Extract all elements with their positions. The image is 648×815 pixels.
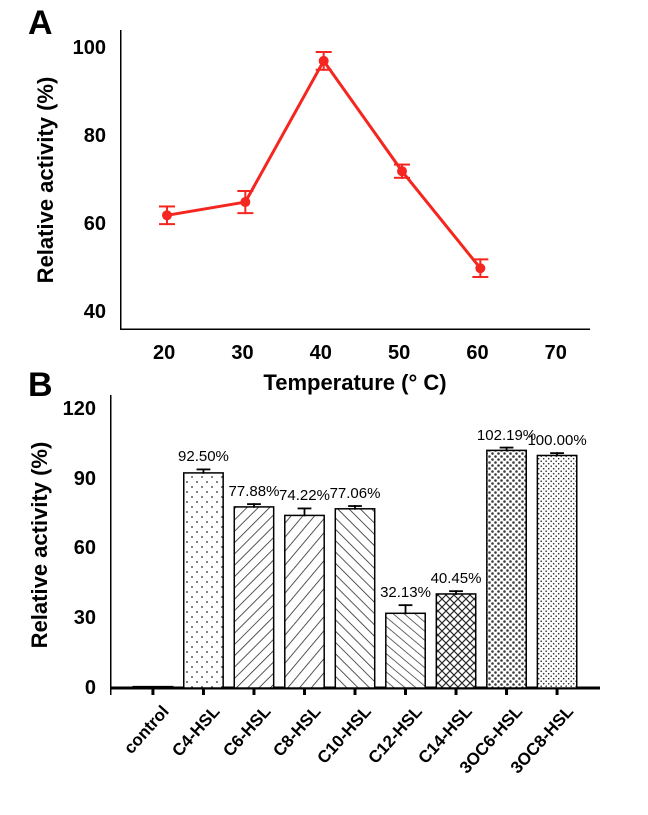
ytick-label: 60: [74, 537, 96, 560]
xtick-label: 60: [466, 342, 488, 365]
panel-a-line-chart: 406080100203040506070Relative activity (…: [120, 30, 590, 330]
category-label: C6-HSL: [219, 702, 275, 761]
ytick-label: 60: [84, 213, 106, 236]
category-label: control: [120, 702, 173, 758]
category-label: C12-HSL: [364, 702, 426, 768]
bar-value-label: 77.06%: [330, 485, 381, 502]
ytick-label: 40: [84, 301, 106, 324]
xtick-label: 40: [310, 342, 332, 365]
bar-value-label: 77.88%: [229, 483, 280, 500]
bar-value-label: 92.50%: [178, 448, 229, 465]
ytick-label: 30: [74, 607, 96, 630]
ytick-label: 90: [74, 468, 96, 491]
bar: [234, 507, 273, 688]
bar: [133, 687, 172, 688]
category-label: C10-HSL: [314, 702, 376, 768]
bar: [487, 450, 526, 688]
xtick-label: 70: [545, 342, 567, 365]
bar-value-label: 100.00%: [527, 432, 586, 449]
category-label: C4-HSL: [168, 702, 224, 761]
x-axis-label: Temperature (° C): [263, 370, 446, 396]
panel-b-label: B: [28, 366, 53, 405]
ytick-label: 80: [84, 125, 106, 148]
xtick-label: 30: [231, 342, 253, 365]
bar-value-label: 74.22%: [279, 487, 330, 504]
ytick-label: 100: [73, 37, 106, 60]
bar: [537, 455, 576, 688]
bar: [335, 509, 374, 688]
bar: [285, 515, 324, 688]
ytick-label: 0: [85, 677, 96, 700]
bar: [386, 613, 425, 688]
bar-value-label: 40.45%: [431, 570, 482, 587]
panel-a-label: A: [28, 4, 53, 43]
ytick-label: 120: [63, 398, 96, 421]
xtick-label: 50: [388, 342, 410, 365]
panel-b-bar-chart: 030609012092.50%77.88%74.22%77.06%32.13%…: [110, 395, 600, 695]
y-axis-label: Relative activity (%): [33, 77, 59, 284]
bar-value-label: 32.13%: [380, 584, 431, 601]
y-axis-label: Relative activity (%): [27, 442, 53, 649]
xtick-label: 20: [153, 342, 175, 365]
bar: [436, 594, 475, 688]
bar: [184, 473, 223, 688]
